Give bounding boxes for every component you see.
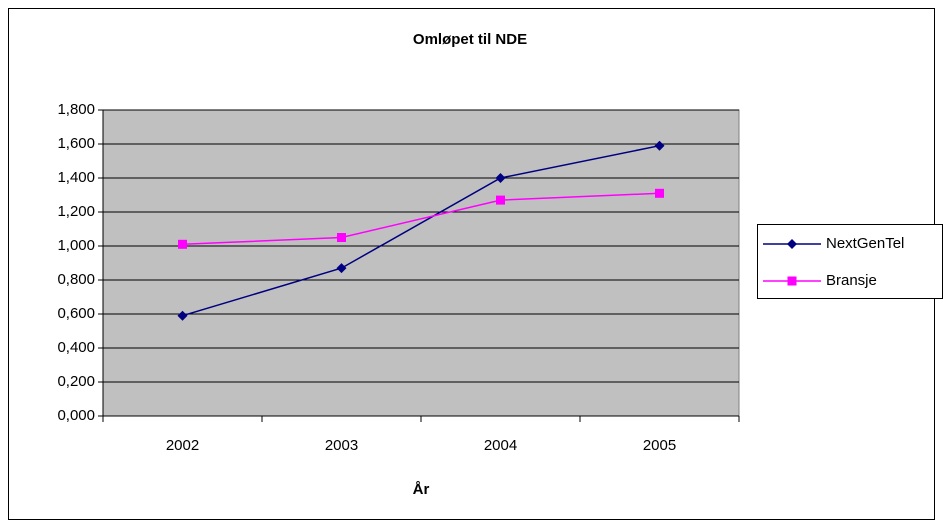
y-tick-label: 1,600 — [57, 135, 95, 152]
legend-box — [757, 224, 943, 299]
legend-label: NextGenTel — [826, 235, 904, 252]
y-tick-label: 1,000 — [57, 237, 95, 254]
y-tick-label: 1,400 — [57, 169, 95, 186]
marker — [787, 239, 797, 249]
y-tick-label: 0,600 — [57, 305, 95, 322]
y-tick-label: 0,200 — [57, 373, 95, 390]
legend-label: Bransje — [826, 272, 877, 289]
marker — [495, 173, 506, 183]
x-tick-label: 2005 — [643, 437, 676, 454]
x-tick-label: 2004 — [484, 437, 517, 454]
marker — [787, 276, 797, 286]
marker — [178, 239, 187, 249]
series-line — [182, 144, 660, 317]
y-tick-label: 0,800 — [57, 271, 95, 288]
y-tick-label: 0,400 — [57, 339, 95, 356]
marker — [336, 263, 347, 274]
series-line — [182, 192, 660, 246]
x-tick-label: 2002 — [166, 437, 199, 454]
marker — [337, 233, 346, 242]
marker — [655, 188, 664, 198]
marker — [177, 310, 188, 321]
x-axis-label: År — [413, 481, 430, 498]
x-tick-label: 2003 — [325, 437, 358, 454]
y-tick-label: 1,800 — [57, 101, 95, 118]
y-tick-label: 0,000 — [57, 407, 95, 424]
marker — [654, 140, 665, 151]
y-tick-label: 1,200 — [57, 203, 95, 220]
chart-title: Omløpet til NDE — [413, 31, 527, 48]
plot-area — [102, 109, 740, 417]
marker — [496, 195, 505, 205]
